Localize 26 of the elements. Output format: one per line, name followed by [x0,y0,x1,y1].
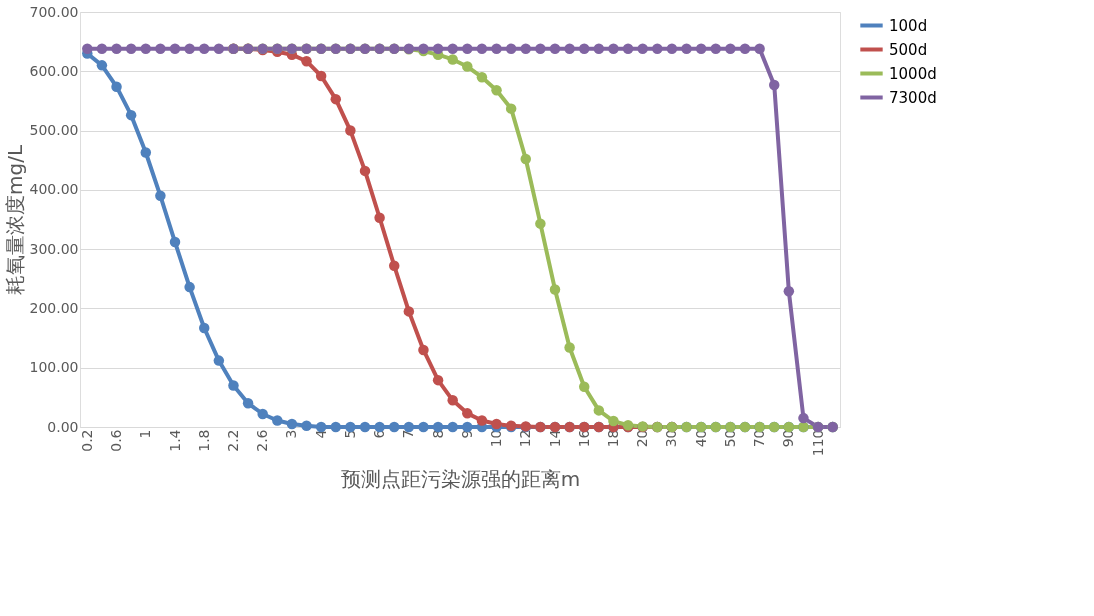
legend-label: 7300d [889,88,937,107]
y-tick-label: 600.00 [29,62,79,79]
x-axis-title: 预测点距污染源强的距离m [340,467,581,492]
x-tick-label: 2.2 [224,429,241,452]
y-tick-label: 0.00 [47,418,79,435]
legend-label: 1000d [889,64,937,83]
y-tick-label: 100.00 [29,359,79,376]
x-tick-label: 1 [137,429,154,439]
x-tick-label: 4 [312,429,329,439]
x-tick-label: 1.4 [166,429,183,452]
x-tick-label: 2.6 [254,429,271,452]
x-tick-label: 12 [517,429,534,448]
x-tick-label: 0.2 [78,429,95,452]
y-tick-label: 400.00 [29,181,79,198]
legend-label: 500d [889,40,928,59]
x-tick-label: 14 [546,429,563,448]
x-tick-label: 7 [400,429,417,439]
x-tick-label: 1.8 [195,429,212,452]
legend-label: 100d [889,16,928,35]
y-tick-label: 500.00 [29,122,79,139]
y-tick-label: 700.00 [29,3,79,20]
x-tick-label: 3 [283,429,300,439]
y-axis-title: 耗氧量浓度mg/L [2,144,27,296]
x-tick-label: 0.6 [108,429,125,452]
y-tick-label: 300.00 [29,240,79,257]
y-tick-label: 200.00 [29,299,79,316]
